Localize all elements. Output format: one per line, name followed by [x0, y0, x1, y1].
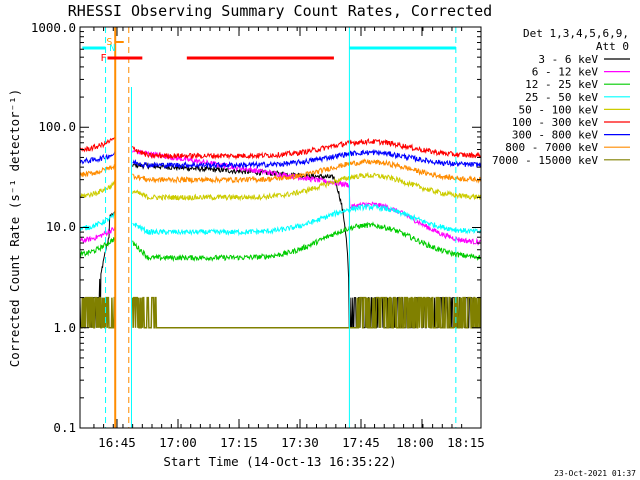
- y-axis-label: Corrected Count Rate (s⁻¹ detector⁻¹): [7, 89, 22, 367]
- series-line: [79, 171, 481, 202]
- legend-header: Att 0: [596, 40, 629, 53]
- x-tick-label: 17:45: [342, 435, 380, 450]
- legend-label: 25 - 50 keV: [525, 91, 598, 104]
- x-tick-label: 18:00: [396, 435, 434, 450]
- legend-label: 300 - 800 keV: [512, 129, 598, 142]
- x-tick-label: 17:00: [159, 435, 197, 450]
- y-tick-label: 1000.0: [31, 20, 76, 35]
- series-layer: [79, 136, 482, 329]
- y-tick-label: 1.0: [53, 320, 76, 335]
- series-line: [80, 296, 482, 329]
- legend-label: 6 - 12 keV: [532, 66, 599, 79]
- series-line: [79, 149, 481, 170]
- x-tick-labels: 16:45 17:00 17:15 17:30 17:45 18:00 18:1…: [98, 435, 485, 450]
- x-tick-label: 18:15: [447, 435, 485, 450]
- legend-label: 7000 - 15000 keV: [492, 154, 598, 167]
- legend-label: 800 - 7000 keV: [505, 141, 598, 154]
- saa-label: N: [109, 43, 115, 54]
- legend-label: 50 - 100 keV: [519, 103, 599, 116]
- night-label: S: [106, 37, 112, 48]
- y-tick-label: 0.1: [53, 420, 76, 435]
- x-axis-label: Start Time (14-Oct-13 16:35:22): [163, 454, 396, 469]
- series-line: [79, 158, 481, 185]
- timestamp: 23-Oct-2021 01:37: [554, 469, 636, 478]
- legend-label: 12 - 25 keV: [525, 78, 598, 91]
- x-tick-label: 17:30: [281, 435, 319, 450]
- legend-label: 100 - 300 keV: [512, 116, 598, 129]
- y-tick-labels: 1000.0 100.0 10.0 1.0 0.1: [31, 20, 76, 435]
- y-tick-label: 10.0: [46, 219, 76, 234]
- x-tick-label: 16:45: [98, 435, 136, 450]
- series-line: [79, 136, 481, 161]
- x-axis-ticks: [93, 27, 463, 428]
- y-tick-label: 100.0: [38, 119, 76, 134]
- series-line: [79, 221, 481, 263]
- flare-label: F: [101, 53, 107, 64]
- x-tick-label: 17:15: [220, 435, 258, 450]
- chart-title: RHESSI Observing Summary Count Rates, Co…: [68, 2, 492, 20]
- y-axis-ticks: [80, 31, 481, 429]
- legend-label: 3 - 6 keV: [538, 53, 598, 66]
- series-line: [79, 203, 481, 237]
- legend-header: Det 1,3,4,5,6,9,: [523, 27, 629, 40]
- annotation-layer: NFS: [82, 27, 457, 428]
